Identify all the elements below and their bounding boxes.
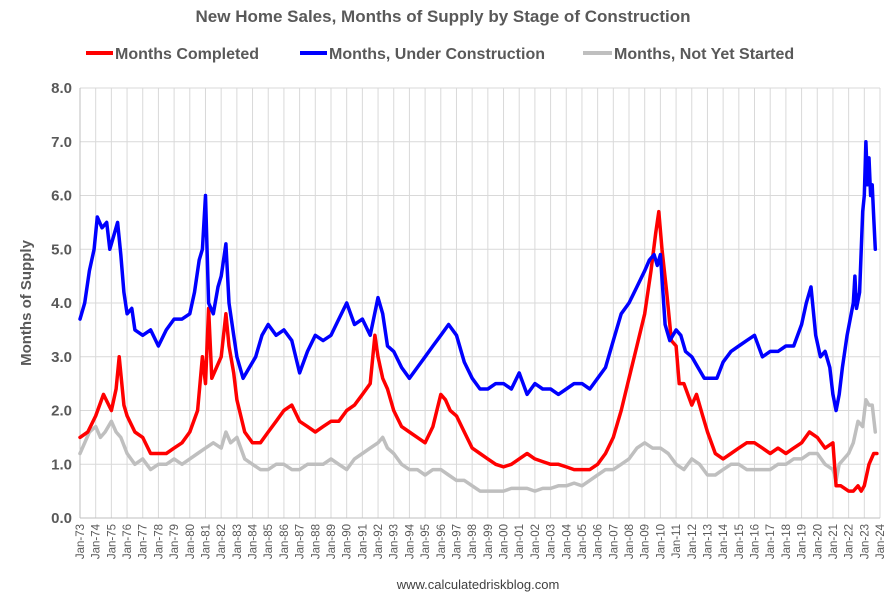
x-tick-label: Jan-95	[420, 524, 432, 559]
series-line-not-yet-started	[78, 398, 878, 493]
x-tick-label: Jan-04	[561, 523, 573, 559]
x-tick-label: Jan-16	[750, 524, 762, 559]
x-tick-label: Jan-83	[232, 524, 244, 559]
x-tick-label: Jan-81	[200, 524, 212, 559]
x-tick-label: Jan-94	[404, 523, 416, 559]
x-tick-label: Jan-75	[106, 524, 118, 559]
x-tick-label: Jan-91	[357, 524, 369, 559]
x-tick-label: Jan-89	[326, 524, 338, 559]
x-tick-label: Jan-02	[530, 524, 542, 559]
x-tick-label: Jan-05	[577, 524, 589, 559]
legend-label-under-construction: Months, Under Construction	[329, 46, 545, 63]
x-tick-label: Jan-03	[546, 524, 558, 559]
x-tick-label: Jan-14	[718, 523, 730, 559]
x-tick-label: Jan-13	[702, 524, 714, 559]
y-tick-label: 8.0	[51, 80, 72, 97]
x-tick-label: Jan-76	[122, 524, 134, 559]
x-tick-label: Jan-11	[671, 524, 683, 558]
x-tick-label: Jan-92	[373, 524, 385, 559]
x-tick-label: Jan-93	[389, 524, 401, 559]
x-tick-label: Jan-12	[687, 524, 699, 559]
x-tick-label: Jan-07	[608, 524, 620, 559]
x-tick-label: Jan-88	[310, 524, 322, 559]
x-tick-label: Jan-78	[153, 524, 165, 559]
source-credit: www.calculatedriskblog.com	[396, 577, 560, 592]
x-tick-label: Jan-24	[875, 523, 886, 559]
x-axis-ticks: Jan-73 Jan-74 Jan-75 Jan-76 Jan-77 Jan-78 Jan-…	[75, 523, 886, 559]
x-tick-label: Jan-19	[797, 524, 809, 559]
x-tick-label: Jan-87	[295, 524, 307, 559]
x-tick-label: Jan-21	[828, 524, 840, 559]
x-tick-label: Jan-99	[483, 524, 495, 559]
x-tick-label: Jan-98	[467, 524, 479, 559]
x-tick-label: Jan-84	[248, 523, 260, 559]
x-tick-label: Jan-90	[342, 524, 354, 559]
series-line-completed	[78, 209, 879, 493]
x-tick-label: Jan-01	[514, 524, 526, 559]
y-tick-label: 4.0	[51, 295, 72, 312]
y-tick-label: 2.0	[51, 403, 72, 420]
legend-label-not-yet-started: Months, Not Yet Started	[614, 46, 794, 63]
x-tick-label: Jan-00	[499, 524, 511, 559]
x-tick-label: Jan-10	[655, 524, 667, 559]
x-tick-label: Jan-06	[593, 524, 605, 559]
x-tick-label: Jan-23	[859, 524, 871, 559]
x-tick-label: Jan-86	[279, 524, 291, 559]
x-tick-label: Jan-80	[185, 524, 197, 559]
x-tick-label: Jan-85	[263, 524, 275, 559]
chart-title: New Home Sales, Months of Supply by Stag…	[196, 7, 691, 26]
x-tick-label: Jan-22	[844, 524, 856, 559]
y-axis-label: Months of Supply	[18, 239, 35, 365]
y-tick-label: 6.0	[51, 188, 72, 205]
y-tick-label: 1.0	[51, 456, 72, 473]
x-tick-label: Jan-74	[91, 523, 103, 559]
x-tick-label: Jan-96	[436, 524, 448, 559]
x-tick-label: Jan-20	[812, 524, 824, 559]
y-tick-label: 7.0	[51, 134, 72, 151]
x-tick-label: Jan-77	[138, 524, 150, 559]
legend-label-completed: Months Completed	[115, 46, 259, 63]
series-lines	[78, 140, 879, 493]
x-tick-label: Jan-15	[734, 524, 746, 559]
y-tick-label: 3.0	[51, 349, 72, 366]
x-tick-label: Jan-97	[451, 524, 463, 559]
x-tick-label: Jan-18	[781, 524, 793, 559]
y-axis-ticks: 0.0 1.0 2.0 3.0 4.0 5.0 6.0 7.0 8.0	[51, 80, 72, 527]
y-tick-label: 5.0	[51, 241, 72, 258]
legend: Months Completed Months, Under Construct…	[86, 46, 794, 63]
x-tick-label: Jan-09	[640, 524, 652, 559]
x-tick-label: Jan-82	[216, 524, 228, 559]
x-tick-label: Jan-73	[75, 524, 87, 559]
series-line-under-construction	[78, 140, 878, 413]
x-tick-label: Jan-79	[169, 524, 181, 559]
y-tick-label: 0.0	[51, 510, 72, 527]
x-tick-label: Jan-17	[765, 524, 777, 559]
x-tick-label: Jan-08	[624, 524, 636, 559]
